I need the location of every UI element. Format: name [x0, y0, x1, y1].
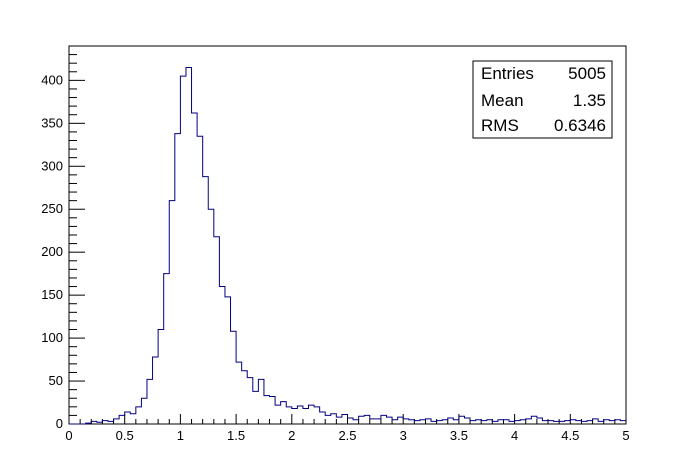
x-tick-label: 3.5: [450, 428, 468, 443]
stats-box-frame: [472, 60, 613, 139]
x-tick-label: 2: [288, 428, 295, 443]
stats-entries-value: 5005: [568, 64, 606, 83]
x-tick-label: 4.5: [561, 428, 579, 443]
stats-box: Entries 5005 Mean 1.35 RMS 0.6346: [472, 60, 613, 139]
y-tick-label: 400: [41, 72, 63, 87]
histogram-series: [69, 66, 626, 425]
x-tick-label: 0.5: [116, 428, 134, 443]
y-tick-label: 300: [41, 158, 63, 173]
x-tick-label: 4: [511, 428, 518, 443]
y-tick-label: 150: [41, 287, 63, 302]
y-tick-label: 50: [49, 373, 63, 388]
x-tick-label: 5: [622, 428, 629, 443]
stats-rms-label: RMS: [481, 116, 519, 135]
y-tick-label: 350: [41, 115, 63, 130]
stats-mean-value: 1.35: [573, 91, 606, 110]
x-tick-label: 3: [400, 428, 407, 443]
x-axis-ticks: 0 0.5 1 1.5 2 2.5 3 3.5 4 4.5 5: [65, 414, 630, 443]
y-tick-label: 250: [41, 201, 63, 216]
y-tick-label: 0: [56, 416, 63, 431]
x-tick-label: 0: [65, 428, 72, 443]
x-tick-label: 2.5: [338, 428, 356, 443]
stats-mean-label: Mean: [481, 91, 524, 110]
y-tick-label: 200: [41, 244, 63, 259]
stats-entries-label: Entries: [481, 64, 534, 83]
x-tick-label: 1: [177, 428, 184, 443]
y-axis-ticks: 0 50 100 150 200 250 300 350 400: [41, 45, 85, 431]
x-tick-label: 1.5: [227, 428, 245, 443]
y-tick-label: 100: [41, 330, 63, 345]
stats-rms-value: 0.6346: [554, 116, 606, 135]
